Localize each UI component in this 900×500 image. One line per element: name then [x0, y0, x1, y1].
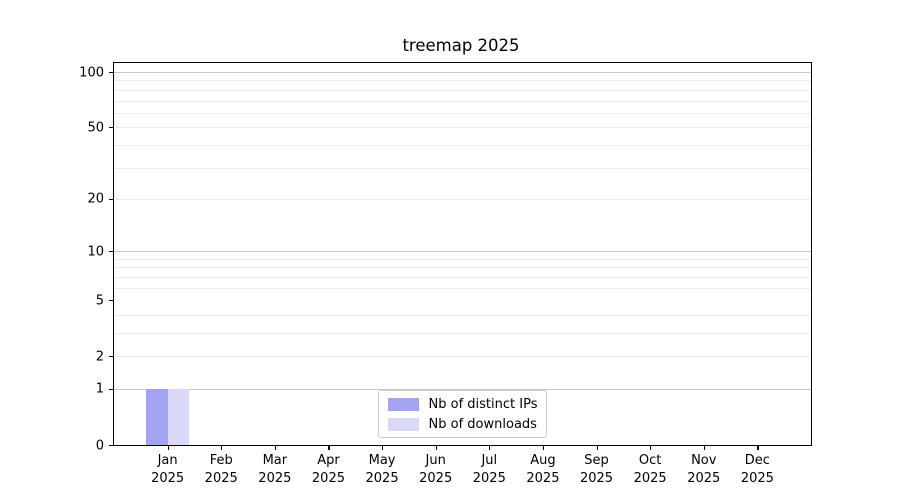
y-tick-label: 10 — [87, 244, 104, 260]
legend: Nb of distinct IPs Nb of downloads — [377, 390, 548, 438]
y-tick-label: 50 — [87, 120, 104, 136]
legend-label: Nb of downloads — [428, 416, 537, 432]
gridline-minor — [114, 112, 811, 114]
x-tick-label: Aug 2025 — [526, 452, 559, 487]
legend-swatch-icon — [387, 417, 419, 431]
x-tick-label: Sep 2025 — [580, 452, 613, 487]
x-tick-mark — [489, 446, 491, 450]
gridline-minor — [114, 356, 811, 358]
x-tick-year: 2025 — [258, 470, 292, 486]
x-tick-year: 2025 — [526, 470, 560, 486]
y-tick-label: 0 — [95, 438, 104, 453]
x-tick-label: Jul 2025 — [473, 452, 506, 487]
x-tick-year: 2025 — [579, 470, 614, 486]
y-tick-mark — [109, 356, 113, 358]
legend-swatch-icon — [387, 397, 419, 411]
x-tick-mark — [703, 446, 705, 450]
legend-row: Nb of distinct IPs — [387, 395, 538, 413]
x-tick-year: 2025 — [687, 470, 721, 486]
x-tick-month: Nov — [691, 453, 717, 468]
x-tick-month: Mar — [262, 453, 288, 468]
x-tick-month: Dec — [744, 453, 770, 468]
gridline-minor — [114, 89, 811, 91]
gridline-minor — [114, 127, 811, 129]
x-tick-mark — [650, 446, 652, 450]
x-tick-year: 2025 — [472, 470, 506, 486]
x-tick-month: Jul — [481, 453, 498, 468]
x-tick-mark — [596, 446, 598, 450]
x-tick-mark — [382, 446, 384, 450]
x-tick-mark — [757, 446, 759, 450]
y-tick-label: 20 — [87, 191, 104, 207]
gridline-minor — [114, 287, 811, 289]
x-tick-mark — [328, 446, 330, 450]
x-tick-mark — [274, 446, 277, 450]
x-tick-label: Feb 2025 — [205, 452, 238, 487]
y-tick-label: 5 — [95, 293, 104, 309]
gridline-minor — [114, 80, 811, 82]
x-tick-year: 2025 — [204, 470, 238, 486]
plot-area: Nb of distinct IPs Nb of downloads 0 1 2 5 10… — [79, 62, 812, 486]
gridline-minor — [114, 314, 811, 316]
gridline-major — [114, 251, 811, 253]
y-tick-mark — [109, 72, 113, 74]
y-tick-mark — [109, 445, 113, 447]
x-tick-month: Jan — [157, 453, 178, 468]
gridline-major — [114, 72, 811, 74]
x-tick-label: Mar 2025 — [258, 452, 291, 487]
gridline-minor — [114, 276, 811, 278]
y-tick-mark — [109, 251, 113, 253]
x-tick-year: 2025 — [365, 470, 399, 486]
x-tick-year: 2025 — [633, 470, 667, 486]
x-tick-label: Oct 2025 — [634, 452, 667, 487]
x-tick-mark — [221, 446, 223, 450]
x-tick-mark — [542, 446, 545, 450]
x-tick-month: Feb — [209, 453, 233, 468]
x-tick-mark — [435, 446, 437, 450]
x-tick-label: Jun 2025 — [419, 452, 452, 487]
x-tick-mark — [167, 446, 169, 450]
x-tick-year: 2025 — [419, 470, 453, 486]
gridline-minor — [114, 258, 811, 260]
x-tick-label: Apr 2025 — [312, 452, 345, 487]
gridline-major — [114, 388, 811, 390]
x-tick-label: Dec 2025 — [741, 452, 774, 487]
bar-jan-series0 — [146, 388, 168, 445]
y-tick-label: 2 — [95, 349, 104, 365]
x-tick-label: May 2025 — [366, 452, 399, 487]
gridline-minor — [114, 332, 811, 334]
y-tick-mark — [109, 300, 113, 302]
y-tick-mark — [109, 198, 113, 201]
legend-label: Nb of distinct IPs — [428, 396, 538, 412]
x-tick-month: Oct — [638, 453, 662, 468]
y-tick-mark — [109, 388, 113, 391]
gridline-minor — [114, 167, 811, 169]
x-tick-year: 2025 — [740, 470, 774, 486]
gridline-minor — [114, 144, 811, 146]
x-tick-year: 2025 — [151, 470, 185, 486]
y-tick-mark — [109, 127, 113, 129]
y-tick-label: 100 — [79, 65, 104, 81]
x-tick-month: Jun — [425, 453, 446, 468]
x-tick-label: Nov 2025 — [687, 452, 720, 487]
bar-jan-series1 — [167, 388, 190, 445]
x-tick-month: Apr — [317, 453, 340, 468]
legend-row: Nb of downloads — [387, 415, 538, 433]
x-tick-month: May — [368, 453, 396, 468]
gridline-minor — [114, 100, 811, 102]
x-tick-month: Aug — [530, 453, 556, 468]
x-tick-year: 2025 — [311, 470, 345, 486]
x-tick-month: Sep — [584, 453, 609, 468]
x-tick-label: Jan 2025 — [151, 452, 184, 487]
gridline-minor — [114, 267, 811, 269]
chart-title: treemap 2025 — [402, 36, 520, 55]
gridline-minor — [114, 198, 811, 200]
y-tick-label: 1 — [95, 381, 104, 397]
